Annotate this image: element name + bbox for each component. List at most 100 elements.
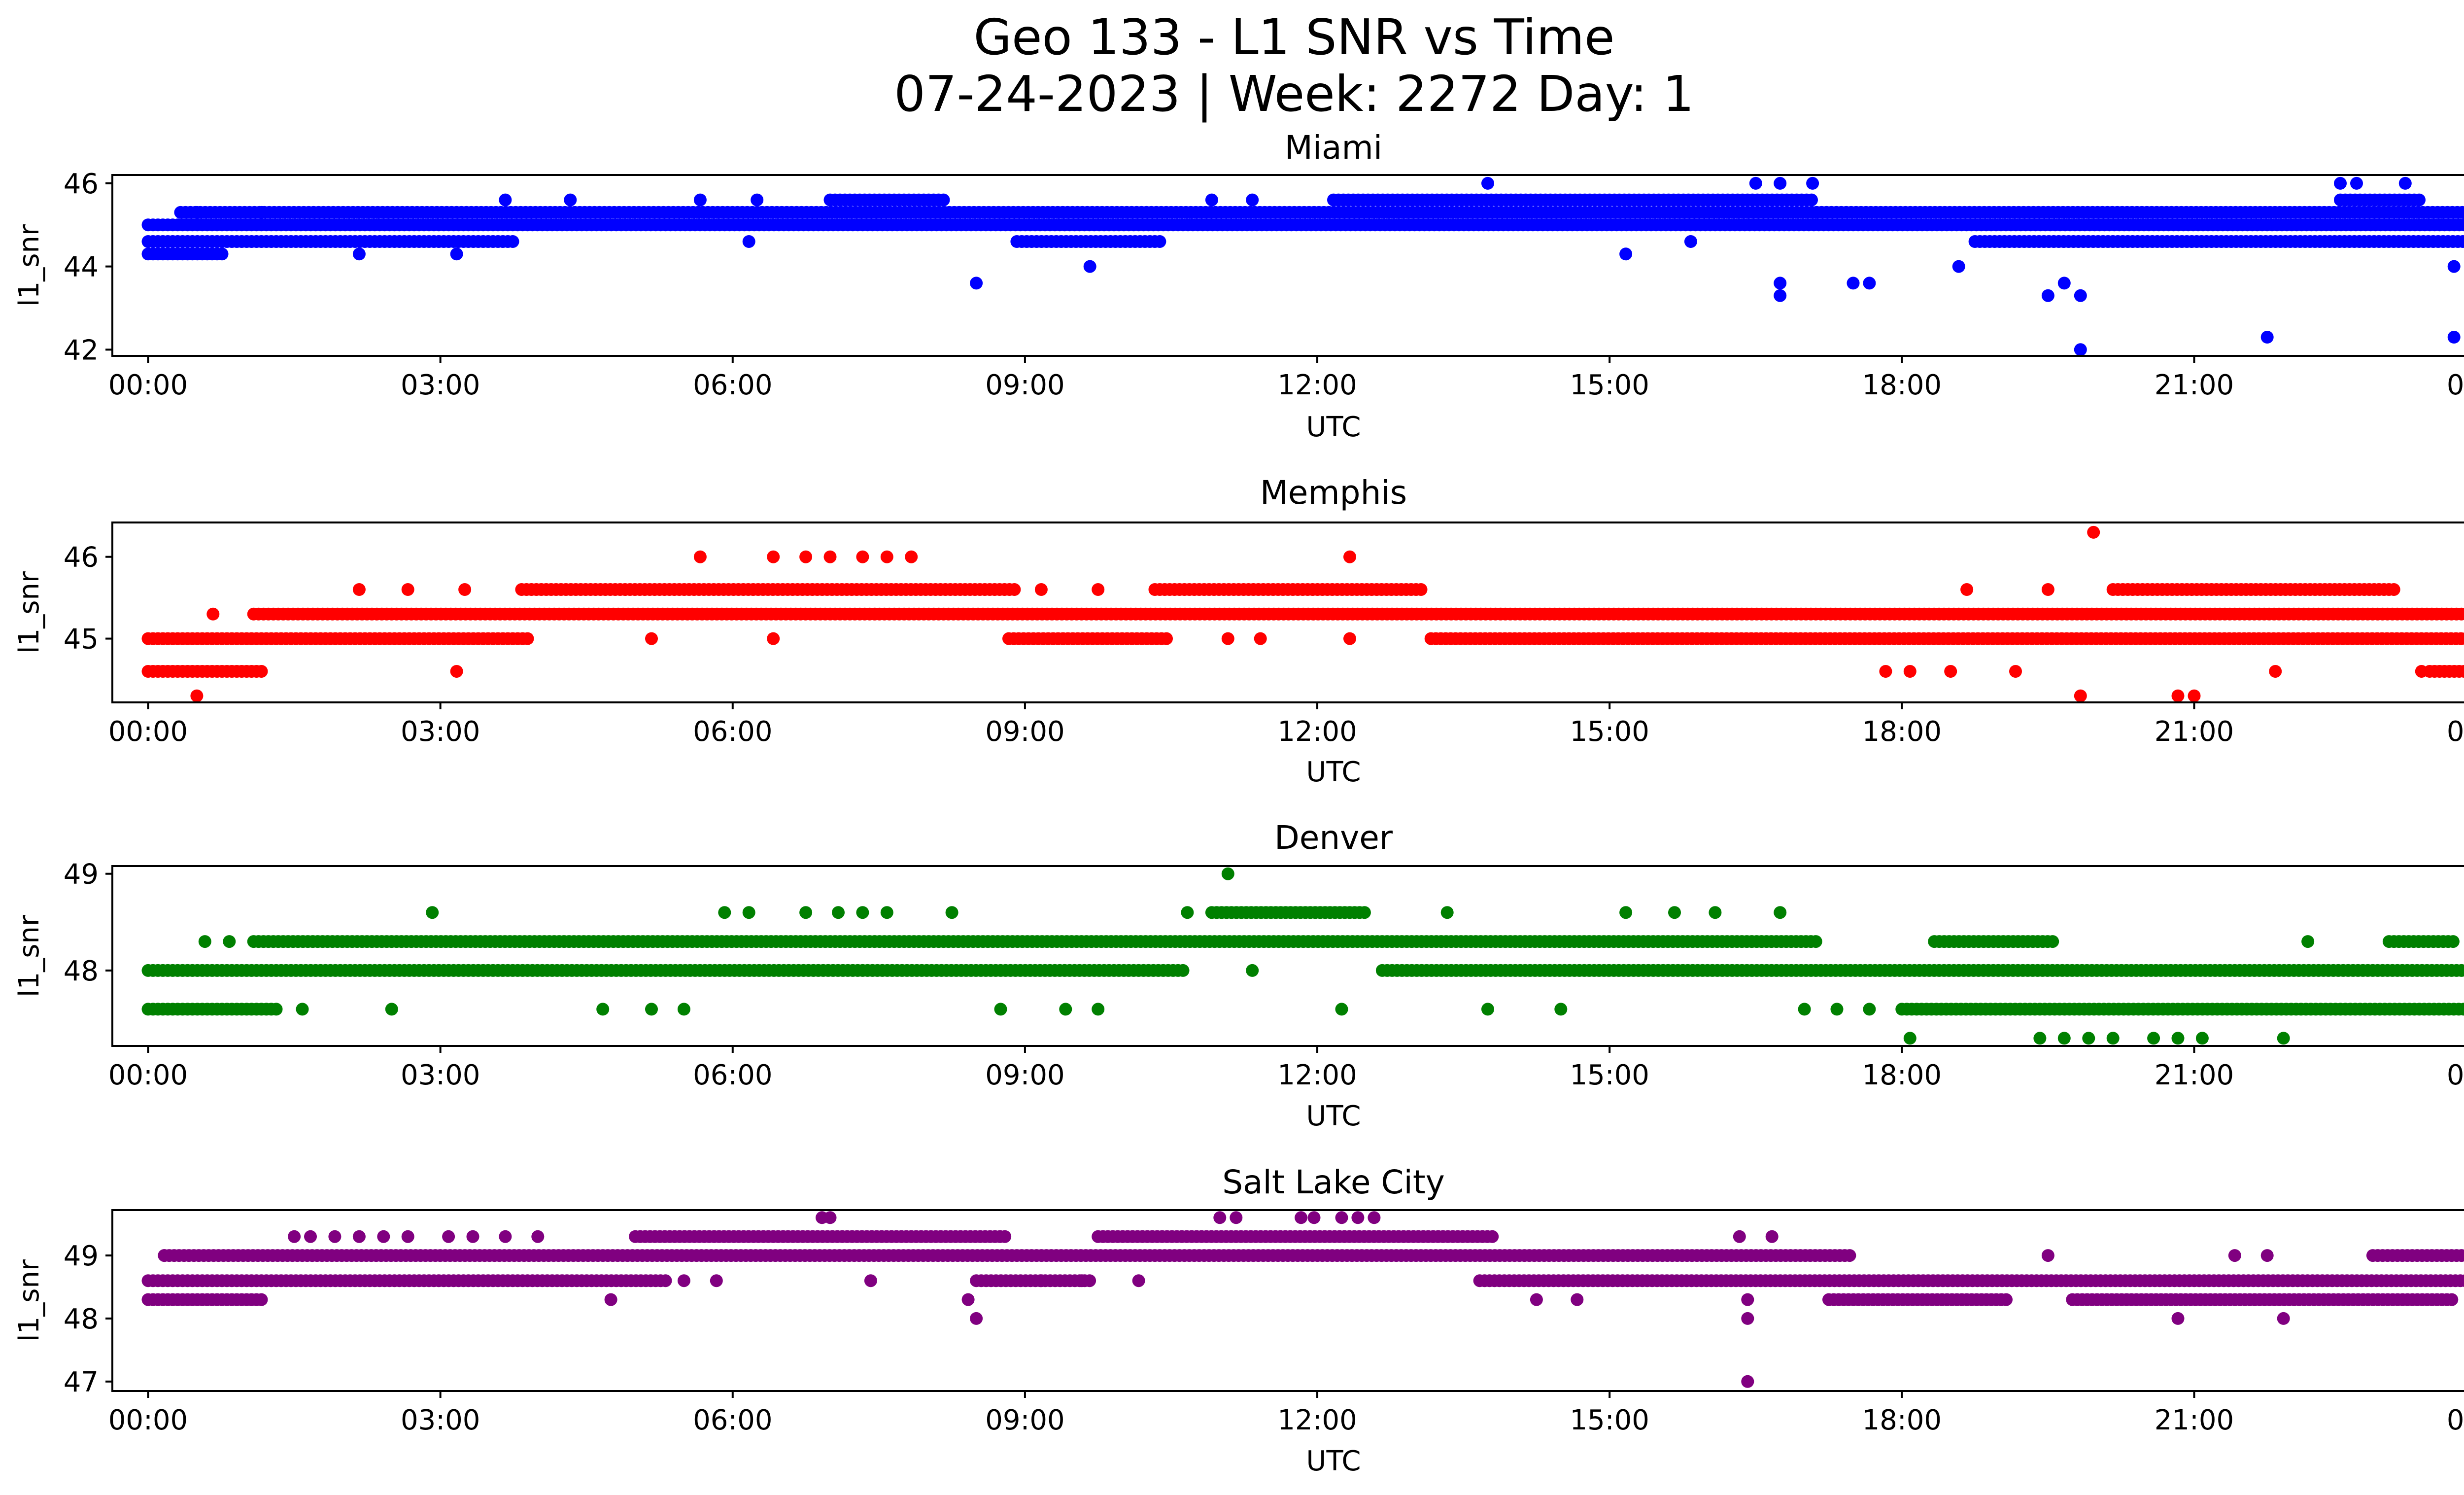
axes-frame-denver: [111, 865, 2464, 1047]
x-axis-label-denver: UTC: [1306, 1100, 1361, 1132]
data-point: [864, 1274, 877, 1287]
subplot-memphis: Memphis UTC l1_snr 00:00 03:00 06:00 09:00 1…: [13, 474, 2464, 788]
data-point: [1034, 1274, 1048, 1287]
data-point: [2087, 525, 2100, 539]
data-point: [2057, 1032, 2071, 1045]
data-point: [2074, 343, 2087, 356]
data-point: [2460, 608, 2464, 620]
data-point: [2460, 1250, 2464, 1262]
data-point: [304, 1230, 317, 1243]
data-point: [2413, 193, 2426, 207]
y-tick-label: 45: [64, 624, 99, 656]
x-tick-label: 18:00: [1862, 1059, 1942, 1091]
x-tick-label: 03:00: [401, 369, 480, 401]
data-point: [2458, 665, 2464, 678]
data-point: [255, 206, 269, 219]
y-axis-label-denver: l1_snr: [13, 914, 45, 997]
data-point: [2446, 935, 2460, 948]
data-point: [2009, 665, 2022, 678]
y-axis-label-salt-lake-city: l1_snr: [13, 1259, 45, 1342]
data-point: [767, 550, 780, 563]
data-point: [1944, 665, 1957, 678]
data-point: [255, 1293, 268, 1306]
data-point: [2046, 935, 2059, 948]
data-point: [2277, 1032, 2290, 1045]
plot-area-denver: [141, 867, 2464, 1045]
data-point: [564, 193, 577, 207]
data-point: [1034, 583, 1048, 596]
data-point: [823, 1211, 837, 1224]
data-point: [1343, 550, 1356, 563]
data-point: [1619, 247, 1633, 261]
data-point: [856, 550, 869, 563]
data-point: [1774, 289, 1787, 302]
data-point: [215, 247, 229, 261]
data-point: [1952, 260, 1965, 273]
data-point: [1903, 1032, 1916, 1045]
data-point: [742, 906, 755, 919]
x-tick-label: 21:00: [2155, 369, 2234, 401]
data-point: [742, 235, 755, 248]
y-tick-label: 49: [64, 1240, 99, 1272]
data-point: [2228, 1249, 2241, 1262]
data-point: [377, 1230, 390, 1243]
data-point: [190, 206, 204, 219]
data-point: [1709, 906, 1722, 919]
data-point: [2041, 289, 2054, 302]
data-point: [2461, 236, 2464, 247]
x-tick-label: 06:00: [693, 716, 772, 748]
data-point: [856, 906, 869, 919]
y-tick-label: 48: [64, 1303, 99, 1335]
data-point: [401, 1230, 414, 1243]
data-point: [645, 1003, 658, 1016]
subplot-miami: Miami UTC l1_snr 00:00 03:00 06:00 09:00 12:…: [13, 129, 2464, 443]
x-tick-label: 12:00: [1277, 369, 1357, 401]
y-axis-label-miami: l1_snr: [13, 224, 45, 307]
data-point: [1092, 583, 1105, 596]
data-point: [1733, 1230, 1746, 1243]
data-point: [1132, 1274, 1145, 1287]
data-point: [994, 1003, 1007, 1016]
data-point: [1960, 583, 1974, 596]
data-point: [1741, 1312, 1754, 1325]
data-point: [1075, 1274, 1089, 1287]
y-tick-label: 46: [64, 168, 99, 200]
data-point: [158, 1249, 171, 1262]
x-tick-label: 09:00: [985, 716, 1064, 748]
data-point: [2387, 583, 2400, 596]
data-point: [718, 906, 731, 919]
data-point: [2171, 1312, 2185, 1325]
figure-title-line-2: 07-24-2023 | Week: 2272 Day: 1: [894, 65, 1694, 123]
x-axis-ticks-miami: 00:00 03:00 06:00 09:00 12:00 15:00 18:00 21:00…: [108, 356, 2464, 401]
data-point: [998, 1230, 1012, 1243]
data-point: [1160, 632, 1173, 645]
data-point: [677, 1003, 690, 1016]
data-point: [2147, 1032, 2160, 1045]
x-tick-label: 06:00: [693, 1059, 772, 1091]
data-point: [2459, 632, 2464, 645]
data-point: [458, 583, 472, 596]
data-point: [223, 935, 236, 948]
data-point: [2462, 1005, 2464, 1014]
data-point: [352, 247, 366, 261]
x-axis-ticks-denver: 00:00 03:00 06:00 09:00 12:00 15:00 18:00 21:00…: [108, 1046, 2464, 1091]
plot-area-miami: [141, 176, 2464, 356]
data-point: [2447, 331, 2461, 344]
data-point: [1809, 935, 1822, 948]
data-point: [1307, 1211, 1321, 1224]
data-point: [596, 1003, 610, 1016]
data-point: [450, 247, 463, 261]
data-point: [521, 632, 534, 645]
data-point: [1213, 1211, 1227, 1224]
data-point: [190, 689, 204, 702]
data-point: [1351, 1211, 1365, 1224]
data-point: [2398, 176, 2412, 190]
data-point: [693, 550, 707, 563]
data-point: [2260, 331, 2274, 344]
x-tick-label: 03:00: [401, 1059, 480, 1091]
data-point: [832, 906, 845, 919]
subplot-title-memphis: Memphis: [1260, 474, 1407, 512]
x-axis-ticks-salt-lake-city: 00:00 03:00 06:00 09:00 12:00 15:00 18:00 21:00…: [108, 1391, 2464, 1436]
